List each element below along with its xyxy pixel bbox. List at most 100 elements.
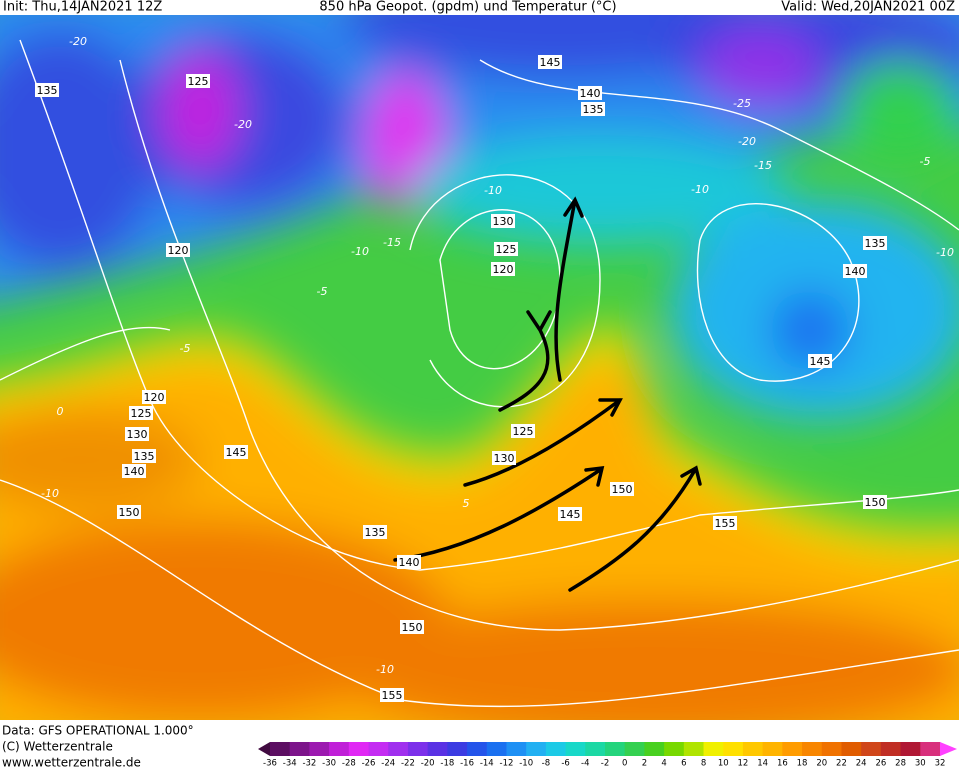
colorbar-swatch (309, 742, 330, 756)
colorbar-swatch (526, 742, 547, 756)
geopotential-label: 135 (583, 103, 604, 116)
colorbar-tick-label: 32 (935, 759, 946, 769)
geopotential-label: 120 (493, 263, 514, 276)
isotherm-label: -10 (351, 245, 369, 258)
colorbar-swatch (802, 742, 823, 756)
geopotential-label: 130 (494, 452, 515, 465)
geopotential-label: 145 (540, 56, 561, 69)
colorbar-arrow (258, 742, 270, 756)
colorbar-tick-label: 24 (856, 759, 867, 769)
colorbar-tick-label: 6 (681, 759, 686, 769)
geopotential-label-box (397, 555, 421, 569)
colorbar-tick-label: 20 (816, 759, 827, 769)
colorbar-swatch (427, 742, 448, 756)
colorbar: -36 -34 -32 -30 -28 -26 -24 -22 -20 -18 -16 -14 -12-… (258, 742, 957, 769)
colorbar-tick-label: -22 (401, 759, 415, 769)
isotherm-label: -5 (180, 342, 191, 355)
geopotential-label-box (491, 262, 515, 276)
colorbar-tick-label: 26 (875, 759, 886, 769)
geopotential-label-box (494, 242, 518, 256)
colorbar-tick-label: 2 (642, 759, 647, 769)
colorbar-tick-label: 16 (777, 759, 788, 769)
isotherm-label: -10 (484, 184, 502, 197)
geopotential-label: 130 (493, 215, 514, 228)
colorbar-tick-label: -26 (362, 759, 376, 769)
colorbar-tick-label: 10 (718, 759, 729, 769)
colorbar-swatch (289, 742, 310, 756)
geopotential-label-box (863, 495, 887, 509)
colorbar-tick-label: -36 (263, 759, 277, 769)
geopotential-label-box (713, 516, 737, 530)
colorbar-tick-label: -30 (322, 759, 336, 769)
geopotential-label: 150 (402, 621, 423, 634)
geopotential-label-box (538, 55, 562, 69)
geopotential-label-box (363, 525, 387, 539)
colorbar-tick-label: 12 (738, 759, 749, 769)
geopotential-label-box (35, 83, 59, 97)
colorbar-tick-label: 4 (661, 759, 666, 769)
colorbar-swatch (880, 742, 902, 756)
colorbar-swatch (368, 742, 389, 756)
geopotential-label: 135 (37, 84, 58, 97)
geopotential-label: 150 (119, 506, 140, 519)
colorbar-swatch (664, 742, 685, 756)
geopotential-label: 150 (865, 496, 886, 509)
colorbar-tick-label: -4 (581, 759, 589, 769)
geopotential-label: 120 (168, 244, 189, 257)
geopotential-label-box (558, 507, 582, 521)
colorbar-swatch (821, 742, 842, 756)
colorbar-swatch (467, 742, 488, 756)
colorbar-swatch (388, 742, 409, 756)
colorbar-tick-label: -28 (342, 759, 356, 769)
colorbar-tick-label: -34 (283, 759, 297, 769)
isotherm-label: -10 (376, 663, 394, 676)
colorbar-tick-label: -24 (381, 759, 395, 769)
geopotential-label: 155 (715, 517, 736, 530)
geopotential-label-box (166, 243, 190, 257)
geopotential-label: 125 (513, 425, 534, 438)
colorbar-tick-label: 18 (797, 759, 808, 769)
geopotential-label: 150 (612, 483, 633, 496)
geopotential-label: 125 (496, 243, 517, 256)
colorbar-tick-label: -32 (302, 759, 316, 769)
isotherm-label: -15 (383, 236, 401, 249)
colorbar-swatch (545, 742, 567, 756)
geopotential-label-box (808, 354, 832, 368)
colorbar-swatch (723, 742, 744, 756)
geopotential-label: 140 (580, 87, 601, 100)
valid-time: Valid: Wed,20JAN2021 00Z (781, 0, 955, 15)
data-source: Data: GFS OPERATIONAL 1.000° (2, 724, 194, 738)
colorbar-swatch (920, 742, 941, 756)
colorbar-tick-label: 28 (895, 759, 906, 769)
geopotential-label-box (511, 424, 535, 438)
isotherm-label: -20 (738, 135, 756, 148)
geopotential-label-box (400, 620, 424, 634)
geopotential-label: 130 (127, 428, 148, 441)
colorbar-swatch (506, 742, 527, 756)
colorbar-arrow (940, 742, 957, 756)
geopotential-label-box (581, 102, 605, 116)
isotherm-label: -25 (733, 97, 751, 110)
colorbar-swatch (486, 742, 507, 756)
colorbar-swatch (683, 742, 705, 756)
colorbar-tick-label: -12 (500, 759, 514, 769)
init-time: Init: Thu,14JAN2021 12Z (3, 0, 162, 15)
geopotential-label-box (863, 236, 887, 250)
colorbar-tick-label: -8 (542, 759, 550, 769)
isotherm-label: -10 (691, 183, 709, 196)
colorbar-swatch (861, 742, 882, 756)
map-title: 850 hPa Geopot. (gpdm) und Temperatur (°… (319, 0, 616, 15)
geopotential-label: 140 (399, 556, 420, 569)
geopotential-label: 125 (131, 407, 152, 420)
colorbar-swatch (585, 742, 606, 756)
colorbar-swatch (565, 742, 586, 756)
colorbar-tick-label: -14 (480, 759, 494, 769)
geopotential-label: 135 (865, 237, 886, 250)
website: www.wetterzentrale.de (2, 756, 141, 770)
colorbar-swatch (329, 742, 350, 756)
geopotential-label: 140 (124, 465, 145, 478)
geopotential-label-box (610, 482, 634, 496)
geopotential-label: 155 (382, 689, 403, 702)
